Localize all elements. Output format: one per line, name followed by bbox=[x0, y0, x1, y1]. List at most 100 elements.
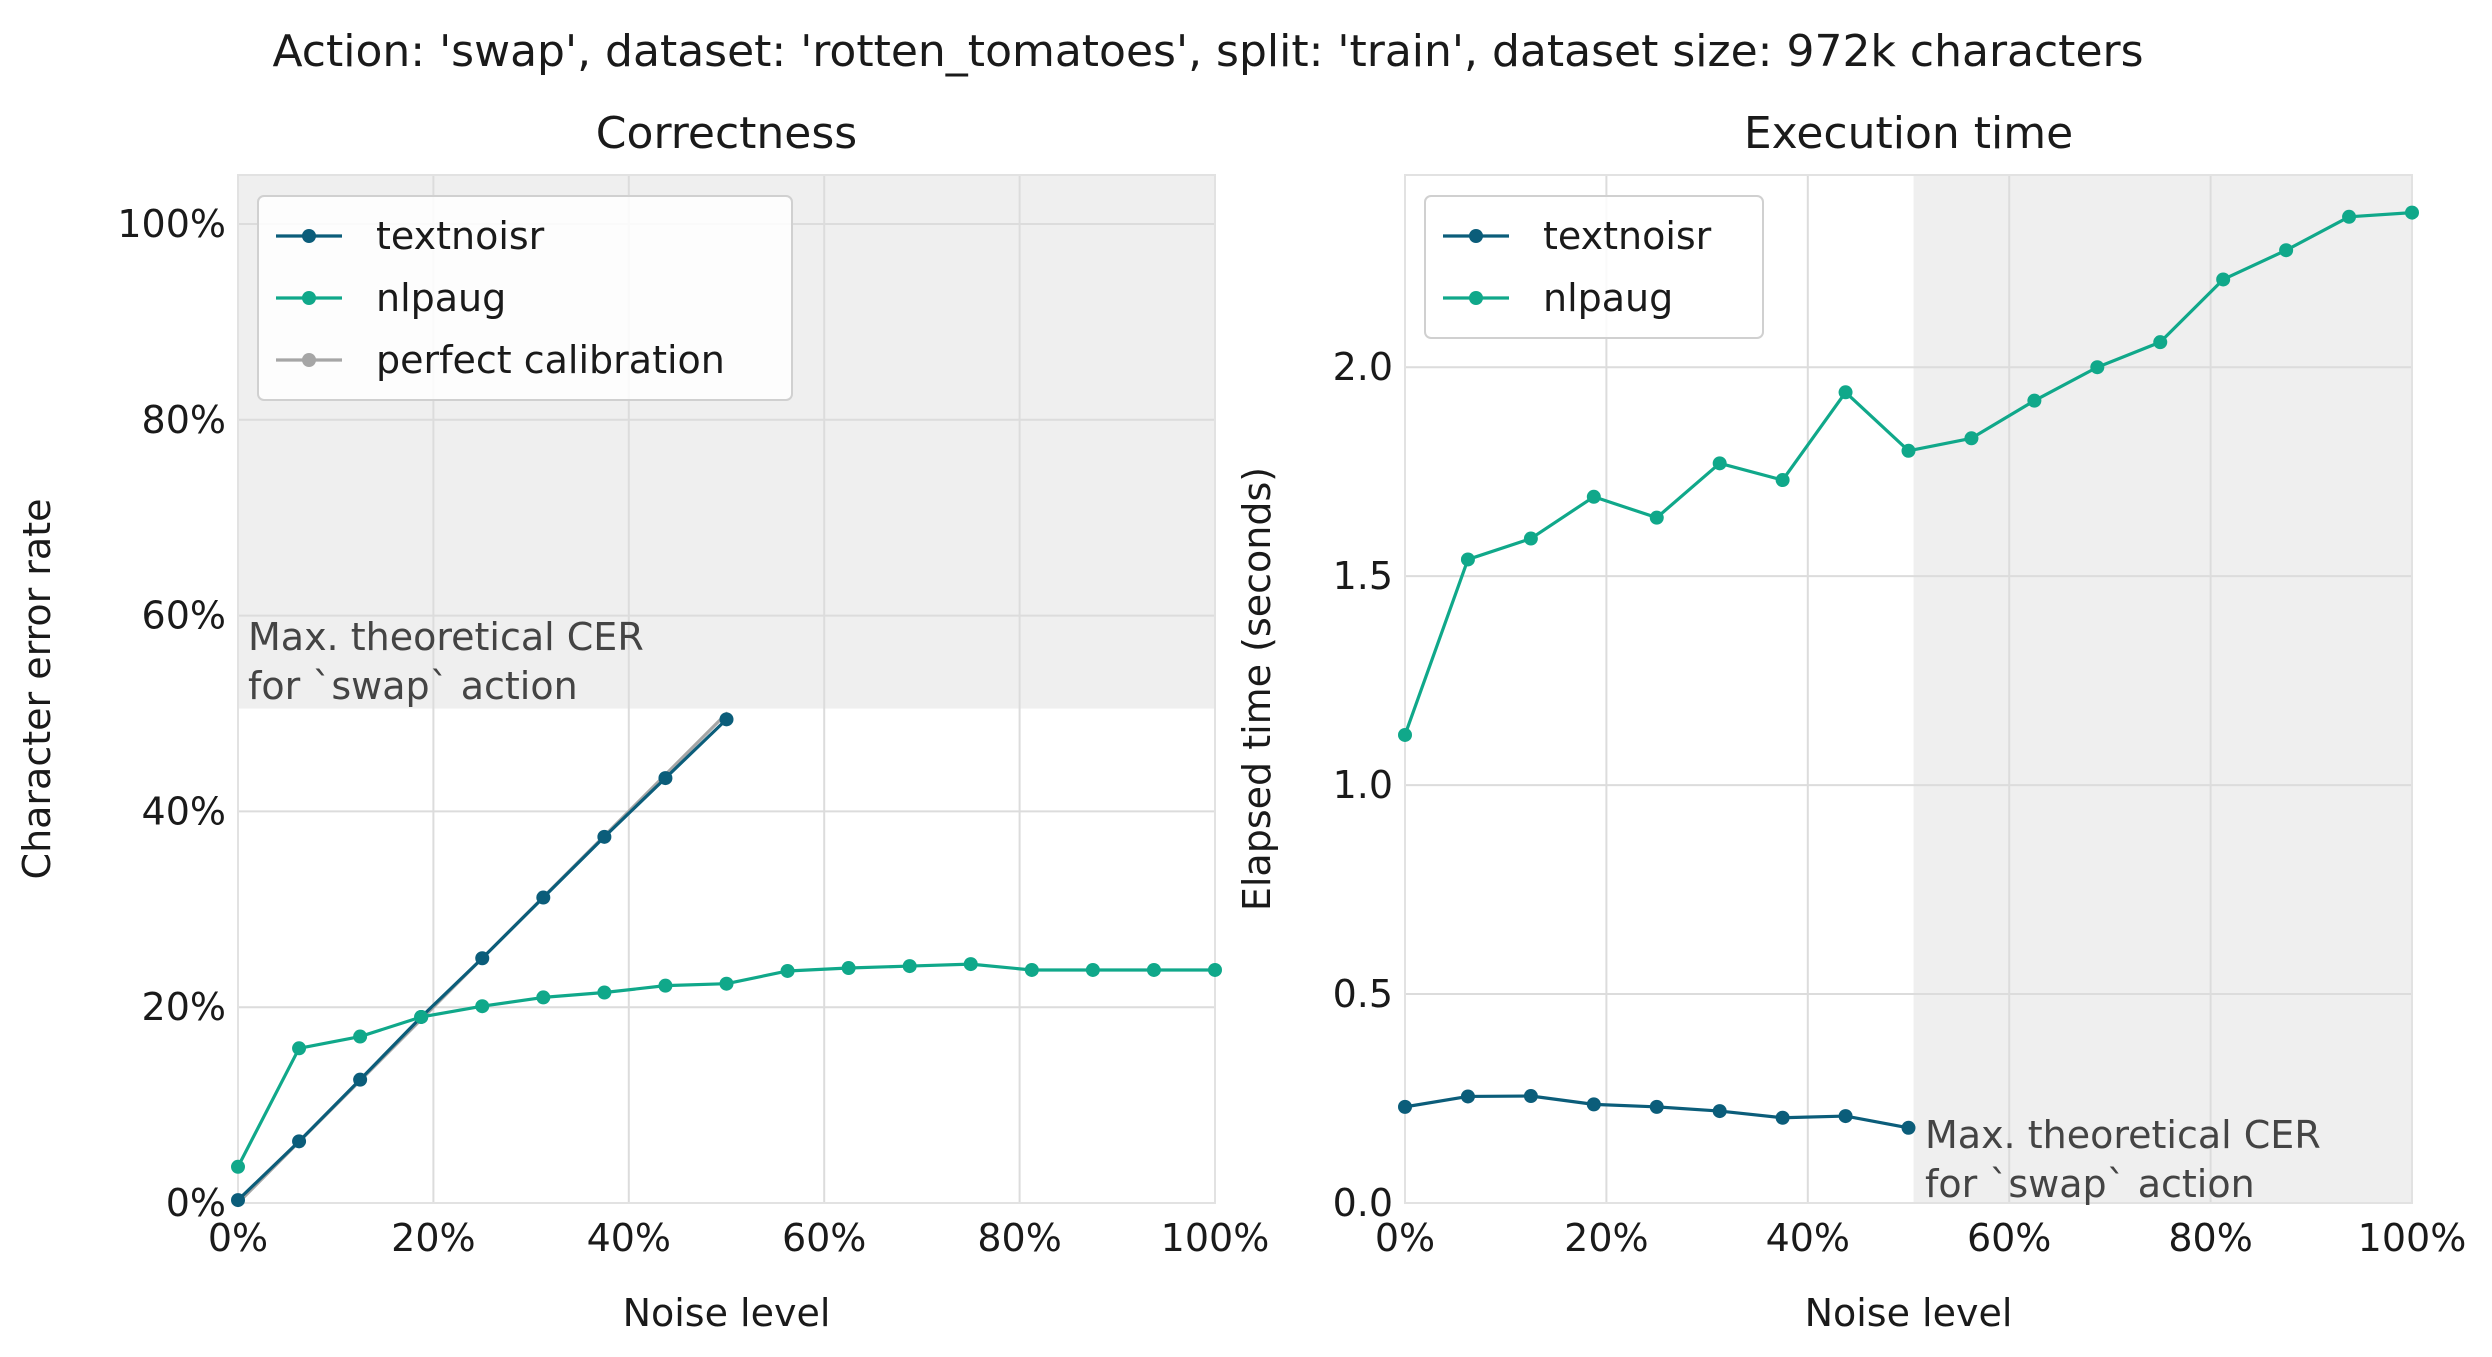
annotation-text: Max. theoretical CER bbox=[1925, 1113, 2321, 1157]
y-axis-label: Elapsed time (seconds) bbox=[1235, 467, 1279, 911]
data-point bbox=[1838, 1109, 1853, 1124]
figure-suptitle: Action: 'swap', dataset: 'rotten_tomatoe… bbox=[272, 26, 2143, 77]
data-point bbox=[1208, 962, 1222, 977]
data-point bbox=[2342, 209, 2357, 224]
x-tick-label: 100% bbox=[2358, 1216, 2467, 1260]
legend-swatch-marker bbox=[1469, 229, 1483, 243]
data-point bbox=[475, 999, 490, 1014]
y-tick-label: 60% bbox=[142, 594, 226, 638]
y-tick-label: 1.0 bbox=[1333, 763, 1393, 807]
y-tick-label: 0.0 bbox=[1333, 1181, 1393, 1225]
correctness-panel: 0% 20% 40% 60% 80% 100% 0% 20% 40% 60% 80% 100% Corr… bbox=[15, 108, 1269, 1335]
y-tick-label: 0% bbox=[166, 1181, 226, 1225]
axes-frame bbox=[1404, 174, 2413, 1204]
data-point bbox=[2216, 272, 2231, 287]
data-point bbox=[1712, 1104, 1727, 1119]
data-point bbox=[2027, 393, 2042, 408]
data-point bbox=[1398, 1099, 1412, 1114]
y-tick-label: 40% bbox=[142, 789, 226, 833]
legend-swatch-marker bbox=[302, 353, 316, 367]
data-point bbox=[2153, 335, 2168, 350]
data-point bbox=[292, 1134, 307, 1149]
x-tick-label: 20% bbox=[1564, 1216, 1648, 1260]
y-tick-label: 2.0 bbox=[1333, 345, 1393, 389]
data-point bbox=[1775, 1110, 1790, 1125]
data-point bbox=[902, 959, 917, 974]
data-point bbox=[1649, 1099, 1664, 1114]
series-line bbox=[236, 962, 1217, 1169]
x-tick-label: 80% bbox=[977, 1216, 1061, 1260]
y-tick-label: 0.5 bbox=[1333, 972, 1393, 1016]
panel-title: Correctness bbox=[596, 108, 857, 159]
y-tick-label: 100% bbox=[117, 202, 226, 246]
x-axis-label: Noise level bbox=[1805, 1291, 2013, 1335]
data-point bbox=[1460, 552, 1475, 567]
x-tick-label: 40% bbox=[1766, 1216, 1850, 1260]
data-point bbox=[1024, 962, 1039, 977]
data-point bbox=[1901, 443, 1916, 458]
legend-label: perfect calibration bbox=[376, 338, 725, 382]
data-point bbox=[231, 1193, 245, 1208]
data-point bbox=[292, 1041, 307, 1056]
data-point bbox=[963, 957, 978, 972]
data-point bbox=[1085, 962, 1100, 977]
data-point bbox=[536, 890, 551, 905]
data-point bbox=[1146, 962, 1161, 977]
legend-label: nlpaug bbox=[376, 276, 506, 320]
annotation-text: for `swap` action bbox=[1925, 1162, 2255, 1206]
data-point bbox=[1712, 456, 1727, 471]
data-point bbox=[780, 963, 795, 978]
data-point bbox=[353, 1072, 368, 1087]
y-tick-label: 80% bbox=[142, 398, 226, 442]
data-point bbox=[2090, 360, 2105, 375]
data-point bbox=[719, 712, 734, 727]
legend: textnoisr nlpaug bbox=[1424, 195, 1764, 339]
y-tick-label: 20% bbox=[142, 985, 226, 1029]
data-point bbox=[658, 771, 673, 786]
legend-box bbox=[257, 195, 793, 401]
data-point bbox=[1523, 1089, 1538, 1104]
legend-label: textnoisr bbox=[376, 214, 545, 258]
data-point bbox=[597, 829, 612, 844]
series-nlpaug bbox=[231, 957, 1222, 1174]
x-tick-label: 0% bbox=[208, 1216, 268, 1260]
data-point bbox=[1398, 727, 1412, 742]
legend-swatch-marker bbox=[1469, 291, 1483, 305]
data-point bbox=[1775, 473, 1790, 488]
data-point bbox=[1586, 489, 1601, 504]
axes-frame bbox=[237, 174, 1216, 1204]
series-textnoisr bbox=[231, 712, 734, 1208]
x-axis-label: Noise level bbox=[623, 1291, 831, 1335]
data-point bbox=[1586, 1097, 1601, 1112]
data-point bbox=[1460, 1089, 1475, 1104]
data-point bbox=[1964, 431, 1979, 446]
annotation-text: Max. theoretical CER bbox=[248, 615, 644, 659]
series-textnoisr bbox=[1398, 1089, 1916, 1135]
infeasible-region bbox=[1913, 175, 2412, 1203]
data-point bbox=[353, 1029, 368, 1044]
data-point bbox=[414, 1009, 429, 1024]
legend-swatch-marker bbox=[302, 229, 316, 243]
x-tick-label: 20% bbox=[391, 1216, 475, 1260]
data-point bbox=[1901, 1120, 1916, 1135]
x-tick-label: 60% bbox=[1967, 1216, 2051, 1260]
legend: textnoisr nlpaug perfect calibration bbox=[257, 195, 793, 401]
series-nlpaug bbox=[1398, 205, 2419, 742]
x-tick-label: 60% bbox=[782, 1216, 866, 1260]
y-tick-label: 1.5 bbox=[1333, 554, 1393, 598]
data-point bbox=[597, 985, 612, 1000]
x-tick-label: 0% bbox=[1375, 1216, 1435, 1260]
data-point bbox=[719, 976, 734, 991]
data-point bbox=[1838, 385, 1853, 400]
data-point bbox=[1523, 531, 1538, 546]
y-axis-label: Character error rate bbox=[15, 499, 59, 880]
legend-box bbox=[1424, 195, 1764, 339]
data-point bbox=[475, 951, 490, 966]
execution-time-panel: 0% 20% 40% 60% 80% 100% 0.0 0.5 1.0 1.5 2.0 Executi… bbox=[1235, 108, 2466, 1335]
x-tick-label: 40% bbox=[587, 1216, 671, 1260]
annotation-text: for `swap` action bbox=[248, 664, 578, 708]
legend-label: textnoisr bbox=[1543, 214, 1712, 258]
legend-label: nlpaug bbox=[1543, 276, 1673, 320]
legend-swatch-marker bbox=[302, 291, 316, 305]
